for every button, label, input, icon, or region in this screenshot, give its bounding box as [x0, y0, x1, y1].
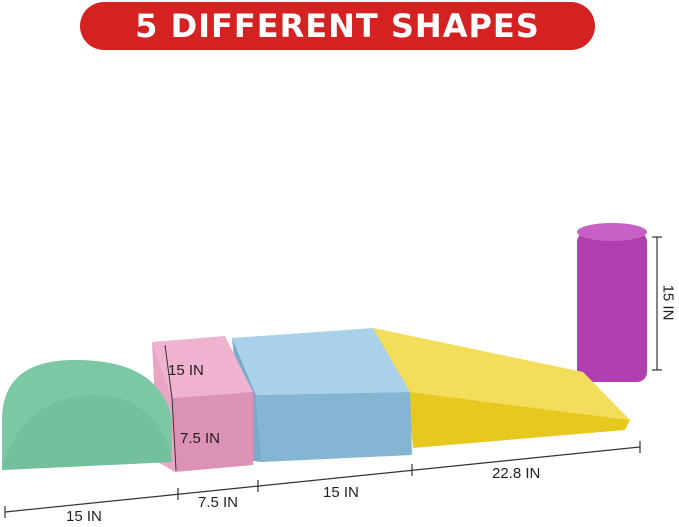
dimension-lines — [4, 236, 662, 518]
cylinder-height-label: 15 IN — [659, 284, 677, 321]
cube-height-label: 7.5 IN — [180, 430, 221, 447]
cube-length-label: 7.5 IN — [198, 494, 239, 511]
cube-depth-label: 15 IN — [168, 362, 204, 379]
cylinder-shape — [577, 223, 647, 382]
arch-length-label: 15 IN — [66, 508, 102, 525]
arch-shape — [2, 359, 172, 470]
title-banner: 5 DIFFERENT SHAPES — [80, 2, 595, 50]
block-length-label: 15 IN — [323, 484, 359, 501]
ramp-length-label: 22.8 IN — [492, 465, 541, 482]
